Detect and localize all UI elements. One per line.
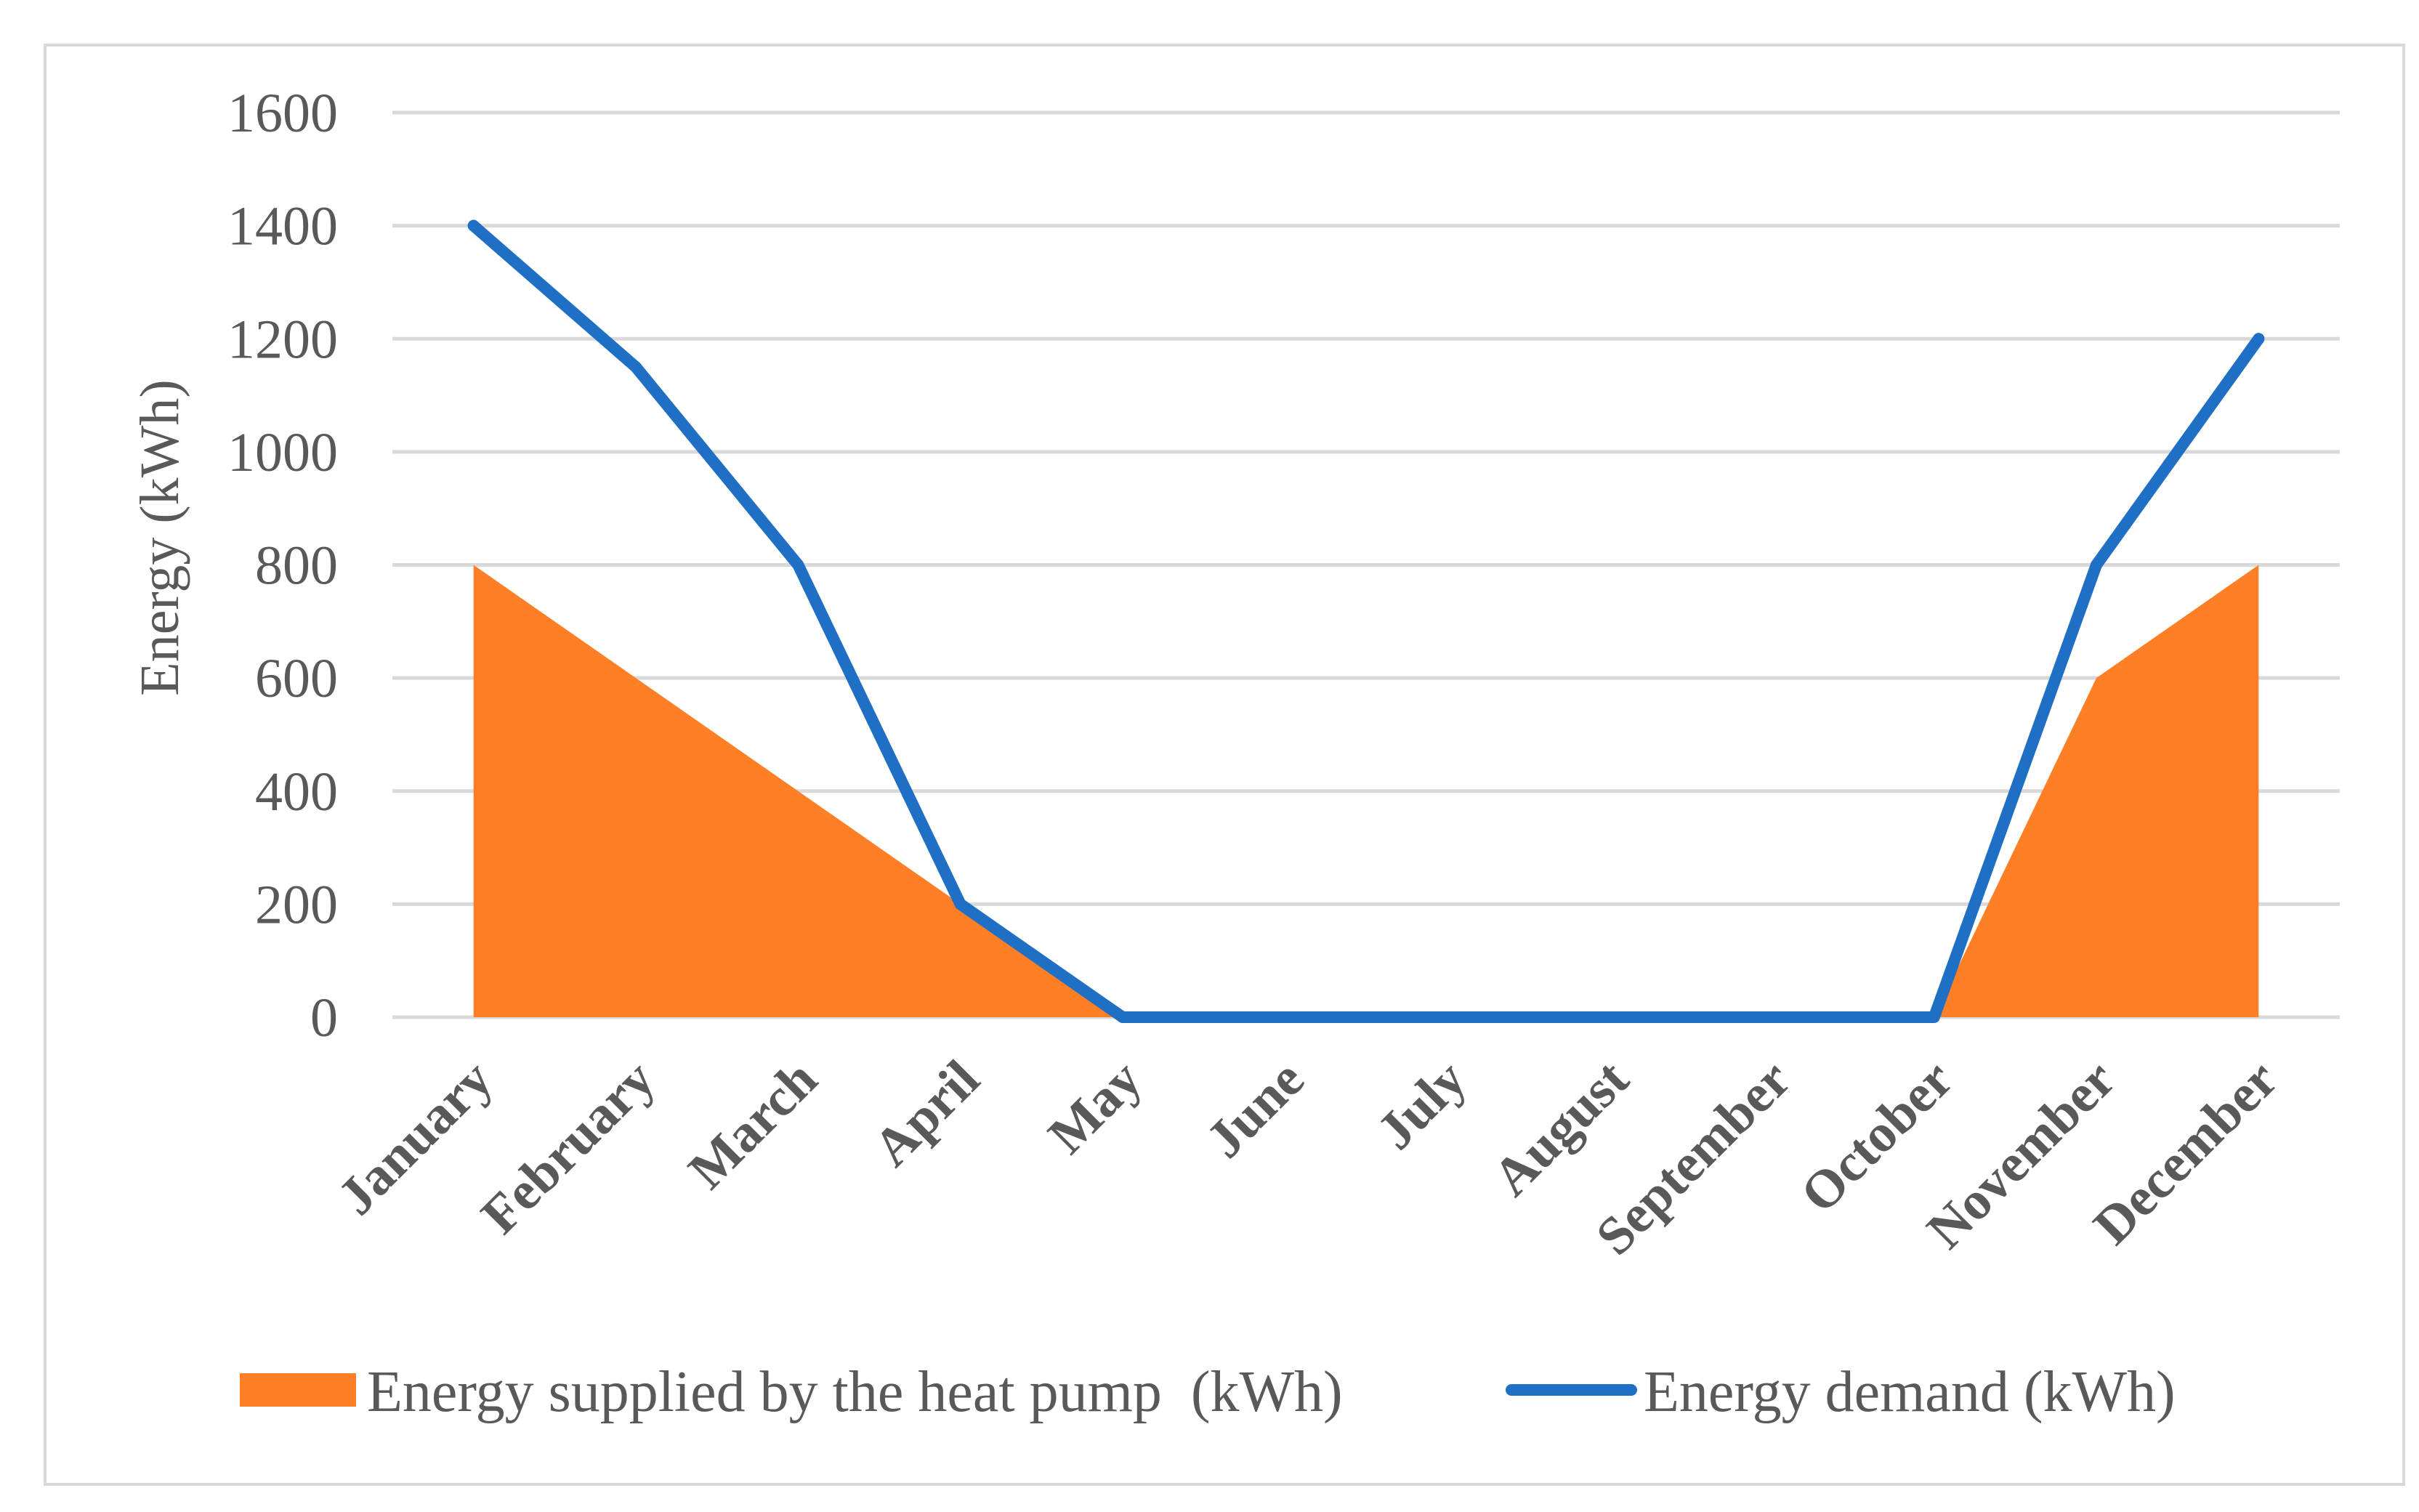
x-tick-label: April — [863, 1049, 991, 1178]
legend: Energy supplied by the heat pump (kWh) E… — [240, 1360, 2176, 1424]
demand-point-may — [1117, 1011, 1128, 1023]
x-tick-label: February — [470, 1049, 666, 1245]
y-tick-label: 1200 — [227, 309, 338, 370]
legend-swatch-supplied — [240, 1373, 356, 1407]
demand-point-november — [2091, 559, 2102, 571]
demand-point-december — [2253, 333, 2265, 345]
demand-point-october — [1928, 1011, 1940, 1023]
y-tick-label: 1400 — [227, 196, 338, 257]
y-tick-label: 400 — [255, 761, 338, 822]
y-tick-label: 800 — [255, 535, 338, 597]
x-tick-label: May — [1037, 1049, 1153, 1165]
y-tick-label: 0 — [310, 987, 338, 1048]
x-tick-label: August — [1482, 1049, 1640, 1208]
line-series — [467, 219, 2265, 1023]
x-tick-label: July — [1366, 1049, 1478, 1161]
demand-point-september — [1766, 1011, 1778, 1023]
demand-point-february — [630, 361, 642, 373]
legend-label-supplied: Energy supplied by the heat pump (kWh) — [367, 1360, 1343, 1424]
y-tick-label: 200 — [255, 874, 338, 935]
y-axis-label: Energy (kWh) — [129, 379, 190, 695]
line-energy-demand — [467, 219, 2265, 1023]
legend-label-demand: Energy demand (kWh) — [1644, 1360, 2176, 1424]
x-tick-label: June — [1195, 1049, 1316, 1170]
demand-point-january — [467, 219, 480, 232]
y-tick-label: 600 — [255, 648, 338, 709]
area-supplied-heat-pump — [473, 565, 2259, 1017]
y-tick-label: 1000 — [227, 422, 338, 483]
demand-point-march — [792, 559, 804, 571]
y-tick-label: 1600 — [227, 83, 338, 144]
demand-point-july — [1441, 1011, 1453, 1023]
x-tick-label: March — [677, 1049, 828, 1200]
demand-point-august — [1604, 1011, 1615, 1023]
y-axis-ticks: 0 200 400 600 800 1000 1200 1400 1600 — [227, 83, 338, 1048]
area-series — [473, 565, 2259, 1017]
chart-frame — [44, 44, 2405, 1486]
demand-point-april — [954, 898, 966, 910]
demand-point-june — [1279, 1011, 1291, 1023]
